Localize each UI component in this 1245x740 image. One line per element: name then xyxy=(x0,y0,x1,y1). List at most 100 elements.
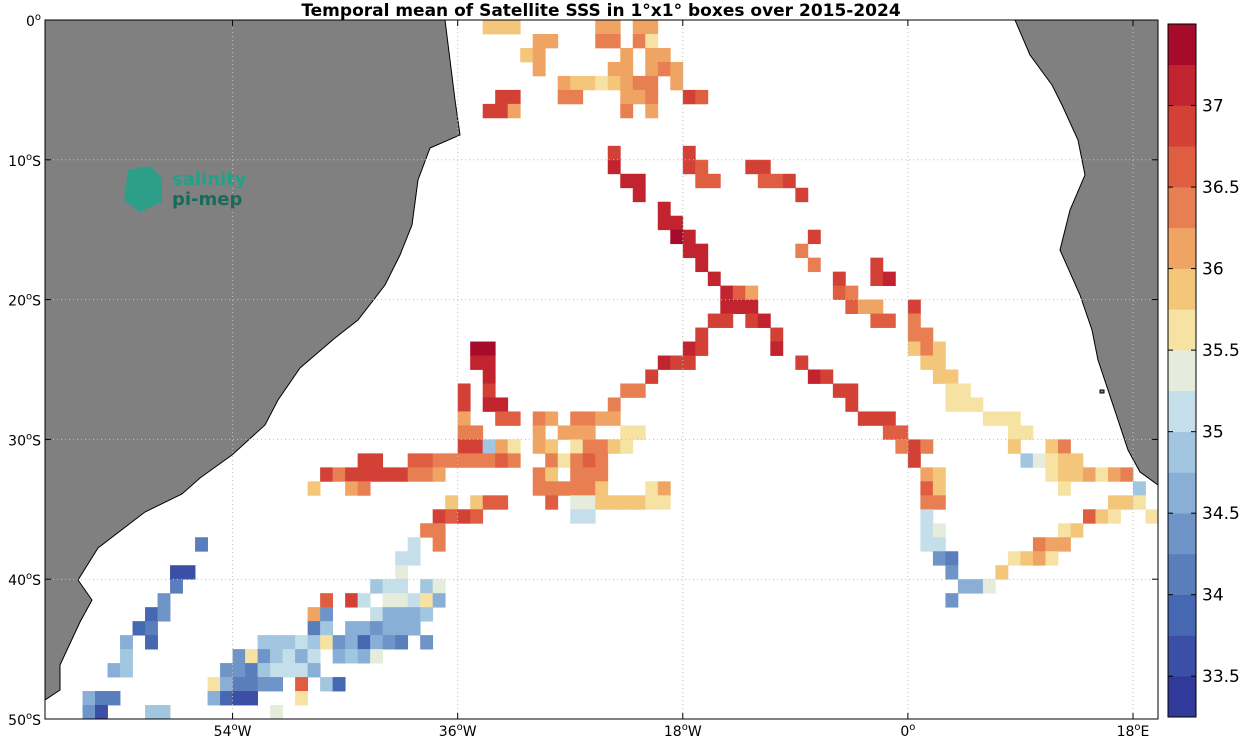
sss-boxes-layer xyxy=(82,20,1158,719)
sss-box xyxy=(920,327,934,342)
sss-box xyxy=(795,355,809,370)
sss-box xyxy=(682,229,696,245)
sss-box xyxy=(245,677,258,692)
sss-box xyxy=(707,271,721,287)
sss-box xyxy=(445,509,459,524)
sss-box xyxy=(607,33,621,49)
sss-box xyxy=(357,635,371,650)
sss-box xyxy=(570,411,584,426)
sss-box xyxy=(345,593,359,608)
sss-box xyxy=(570,453,584,468)
sss-box xyxy=(370,453,384,468)
sss-box xyxy=(907,327,921,342)
sss-box xyxy=(695,243,709,259)
sss-box xyxy=(607,145,621,161)
colorbar-swatch xyxy=(1168,309,1196,351)
sss-box xyxy=(920,509,934,524)
x-tick-label: 36oW xyxy=(439,722,477,740)
sss-box xyxy=(182,565,196,580)
logo-text-line2: pi-mep xyxy=(172,189,242,210)
sss-box xyxy=(470,439,484,454)
sss-box xyxy=(257,649,271,664)
sss-box xyxy=(720,313,734,328)
sss-box xyxy=(495,439,509,454)
sss-box xyxy=(232,649,246,664)
sss-box xyxy=(770,341,784,356)
sss-box xyxy=(345,467,359,482)
sss-box xyxy=(345,481,359,496)
colorbar-swatch xyxy=(1168,472,1196,514)
sss-box xyxy=(107,663,121,678)
sss-box xyxy=(657,355,671,370)
sss-box xyxy=(320,677,334,692)
sss-box xyxy=(632,75,646,91)
sss-box xyxy=(920,481,934,496)
y-tick-label: 30oS xyxy=(8,431,41,449)
sss-box xyxy=(607,75,621,91)
sss-box xyxy=(595,439,609,454)
sss-box xyxy=(307,663,321,678)
sss-box xyxy=(320,635,334,650)
sss-box xyxy=(95,705,108,719)
sss-box xyxy=(970,579,984,594)
sss-box xyxy=(557,89,571,105)
sss-box xyxy=(1032,551,1046,566)
sss-box xyxy=(545,481,559,496)
sss-box xyxy=(370,635,384,650)
sss-box xyxy=(445,495,459,510)
sss-box xyxy=(495,89,509,105)
sss-box xyxy=(282,649,296,664)
sss-box xyxy=(695,89,709,105)
sss-box xyxy=(620,173,634,189)
sss-box xyxy=(145,705,158,719)
sss-box xyxy=(407,537,421,552)
sss-box xyxy=(1020,453,1034,468)
sss-box xyxy=(632,425,646,440)
sss-box xyxy=(482,20,496,35)
sss-box xyxy=(1007,551,1021,566)
sss-box xyxy=(320,467,334,482)
sss-box xyxy=(945,565,959,580)
colorbar-swatch xyxy=(1168,553,1196,596)
sss-box xyxy=(645,103,659,119)
sss-box xyxy=(570,481,584,496)
sss-box xyxy=(682,243,696,259)
sss-box xyxy=(570,425,584,440)
sss-box xyxy=(395,551,409,566)
sss-box xyxy=(757,173,771,189)
sss-box xyxy=(595,411,609,426)
sss-box xyxy=(1020,551,1034,566)
colorbar-tick-label: 33.5 xyxy=(1202,667,1240,687)
sss-box xyxy=(907,453,921,468)
sss-box xyxy=(595,33,609,49)
y-tick-label: 0o xyxy=(26,12,41,30)
sss-box xyxy=(932,467,946,482)
sss-box xyxy=(1007,411,1021,426)
sss-box xyxy=(595,481,609,496)
sss-box xyxy=(907,341,921,356)
sss-box xyxy=(1057,467,1071,482)
sss-box xyxy=(920,523,934,538)
sss-box xyxy=(1070,453,1084,468)
sss-box xyxy=(645,89,659,105)
sss-box xyxy=(1020,425,1034,440)
sss-box xyxy=(870,313,884,328)
y-axis-ticks: 0o 10oS 20oS 30oS 40oS 50oS xyxy=(8,12,1158,729)
sss-box xyxy=(645,369,659,384)
sss-box xyxy=(970,397,984,412)
sss-box xyxy=(882,411,896,426)
sss-box xyxy=(932,355,946,370)
sss-box xyxy=(645,47,659,63)
sss-box xyxy=(620,89,634,105)
sss-box xyxy=(307,621,321,636)
sss-box xyxy=(957,383,971,398)
sss-box xyxy=(882,313,896,328)
sss-box xyxy=(257,635,271,650)
sss-box xyxy=(645,495,659,510)
sss-box xyxy=(582,509,596,524)
sss-box xyxy=(632,33,646,49)
y-tick-label: 20oS xyxy=(8,292,41,310)
sss-box xyxy=(932,523,946,538)
sss-box xyxy=(270,705,284,719)
sss-box xyxy=(932,537,946,552)
